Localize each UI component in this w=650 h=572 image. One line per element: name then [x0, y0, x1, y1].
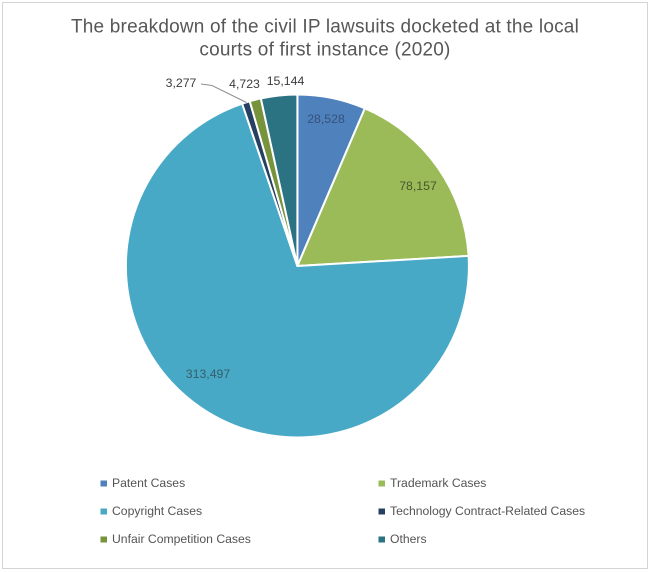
svg-text:Patent Cases: Patent Cases — [112, 476, 185, 490]
svg-text:Technology Contract-Related Ca: Technology Contract-Related Cases — [390, 504, 585, 518]
svg-text:courts of first instance (2020: courts of first instance (2020) — [199, 40, 450, 61]
svg-text:3,277: 3,277 — [166, 76, 197, 90]
svg-text:Copyright Cases: Copyright Cases — [112, 504, 202, 518]
svg-text:4,723: 4,723 — [229, 77, 260, 91]
svg-text:28,528: 28,528 — [307, 112, 345, 126]
svg-text:Trademark Cases: Trademark Cases — [390, 476, 486, 490]
svg-text:78,157: 78,157 — [399, 179, 437, 193]
svg-text:15,144: 15,144 — [267, 74, 305, 88]
svg-text:313,497: 313,497 — [186, 367, 231, 381]
svg-text:Others: Others — [390, 532, 427, 546]
svg-text:Unfair Competition Cases: Unfair Competition Cases — [112, 532, 251, 546]
svg-text:The breakdown of the civil IP: The breakdown of the civil IP lawsuits d… — [71, 17, 579, 38]
